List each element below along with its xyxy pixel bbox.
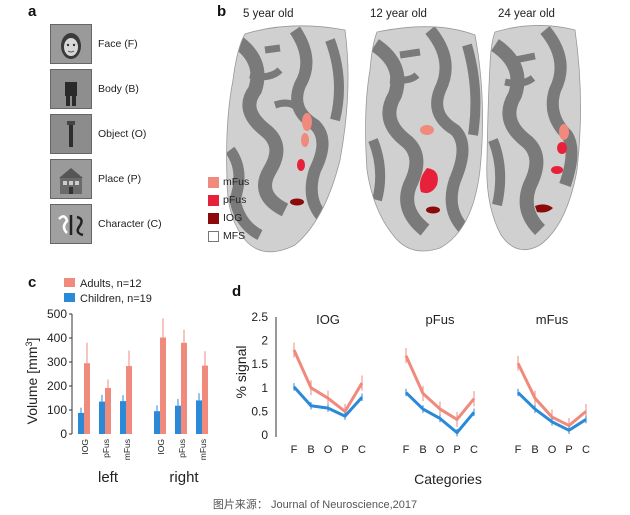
legend-swatch-iog — [208, 213, 219, 224]
x-tick-label-C: C — [582, 444, 590, 456]
legend-label-children: Children, n=19 — [80, 293, 152, 305]
y-tick-label: 100 — [47, 403, 67, 417]
x-tick-label-O: O — [548, 444, 557, 456]
bar-left-iog-children — [78, 412, 84, 434]
brain-title-24yr: 24 year old — [498, 8, 555, 20]
panel-letter-a: a — [28, 3, 37, 20]
bar-left-pfus-children — [99, 401, 105, 434]
stimulus-label-body: Body (B) — [98, 83, 139, 95]
group-label-right: right — [169, 469, 199, 486]
y-tick-label: 300 — [47, 355, 67, 369]
bar-right-iog-adults — [160, 337, 166, 434]
x-tick-label-O: O — [436, 444, 445, 456]
bar-right-pfus-adults — [181, 342, 187, 434]
y-tick-label-signal: 2 — [261, 334, 268, 348]
brain-5yr — [226, 25, 349, 252]
y-tick-label-signal: 0.5 — [251, 404, 268, 418]
face-image-icon — [51, 25, 91, 63]
x-tick-label-F: F — [403, 444, 410, 456]
x-tick-label-F: F — [291, 444, 298, 456]
legend-swatch-children — [64, 293, 75, 302]
bar-right-mfus-adults — [202, 365, 208, 434]
y-tick-label-signal: 2.5 — [251, 310, 268, 324]
x-tick-label: IOG — [80, 439, 90, 455]
image-source-caption: 图片来源： Journal of Neuroscience,2017 — [212, 499, 418, 511]
x-tick-label-P: P — [453, 444, 460, 456]
legend-swatch-mfus — [208, 177, 219, 188]
brain-24yr — [486, 25, 581, 250]
group-label-left: left — [98, 469, 119, 486]
x-tick-label-C: C — [358, 444, 366, 456]
y-tick-label-signal: 1 — [261, 381, 268, 395]
x-tick-label-P: P — [565, 444, 572, 456]
bar-right-pfus-children — [175, 405, 181, 434]
bar-left-mfus-adults — [126, 366, 132, 434]
legend-label-pfus: pFus — [223, 194, 247, 206]
panel-letter-d: d — [232, 283, 242, 300]
character-thumbnail — [50, 204, 92, 244]
legend-swatch-mfs — [208, 231, 219, 242]
stimulus-label-object: Object (O) — [98, 128, 147, 140]
stimulus-label-character: Character (C) — [98, 218, 162, 230]
place-image-icon — [51, 160, 91, 198]
legend-label-mfs: MFS — [223, 230, 246, 242]
legend-label-iog: IOG — [223, 212, 243, 224]
brain-surfaces — [226, 25, 581, 253]
subplot-title: pFus — [426, 312, 455, 327]
legend-swatch-pfus — [208, 195, 219, 206]
x-tick-label-F: F — [515, 444, 522, 456]
y-axis-label-signal: % signal — [233, 346, 249, 399]
brain-12yr — [365, 26, 483, 252]
object-thumbnail — [50, 114, 92, 154]
bar-left-mfus-children — [120, 401, 126, 434]
subplot-iog: IOG F B O P C — [275, 312, 366, 456]
subplot-pfus: pFus F B O P C — [403, 312, 478, 456]
legend-label-adults: Adults, n=12 — [80, 278, 141, 290]
bar-right-iog-children — [154, 411, 160, 434]
panel-letter-c: c — [28, 274, 37, 291]
bar-right-mfus-children — [196, 400, 202, 434]
x-tick-label-O: O — [324, 444, 333, 456]
bar-left-pfus-adults — [105, 387, 111, 434]
y-tick-label-signal: 0 — [261, 428, 268, 442]
bar-chart-legend: Adults, n=12 Children, n=19 — [64, 278, 152, 305]
x-tick-label-B: B — [419, 444, 426, 456]
y-tick-label: 200 — [47, 379, 67, 393]
face-thumbnail — [50, 24, 92, 64]
y-axis-label: Volume [mm3] — [24, 338, 40, 425]
stimulus-label-face: Face (F) — [98, 38, 138, 50]
subplot-title: mFus — [536, 312, 569, 327]
x-axis-label-categories: Categories — [414, 471, 482, 487]
body-thumbnail — [50, 69, 92, 109]
stimulus-label-place: Place (P) — [98, 173, 142, 185]
legend-swatch-adults — [64, 278, 75, 287]
x-tick-label-B: B — [307, 444, 314, 456]
place-thumbnail — [50, 159, 92, 199]
body-image-icon — [51, 70, 91, 108]
panel-letter-b: b — [217, 3, 227, 20]
subplot-title: IOG — [316, 312, 340, 327]
y-tick-label: 500 — [47, 307, 67, 321]
x-tick-label-C: C — [470, 444, 478, 456]
y-tick-label-signal: 1.5 — [251, 357, 268, 371]
x-tick-label: pFus — [101, 439, 111, 458]
brain-title-5yr: 5 year old — [243, 8, 294, 20]
subplot-mfus: mFus F B O P C — [515, 312, 590, 456]
x-tick-label-P: P — [341, 444, 348, 456]
legend-label-mfus: mFus — [223, 176, 250, 188]
x-tick-label: mFus — [122, 439, 132, 460]
character-image-icon — [51, 205, 91, 243]
brain-title-12yr: 12 year old — [370, 8, 427, 20]
x-tick-label: IOG — [156, 439, 166, 455]
x-tick-label-B: B — [531, 444, 538, 456]
bar-left-iog-adults — [84, 363, 90, 434]
object-image-icon — [51, 115, 91, 153]
x-tick-label: pFus — [177, 439, 187, 458]
volume-bar-chart: Adults, n=12 Children, n=19 Volume [mm3]… — [24, 278, 208, 486]
x-tick-label: mFus — [198, 439, 208, 460]
y-tick-label: 0 — [60, 427, 67, 441]
y-tick-label: 400 — [47, 331, 67, 345]
